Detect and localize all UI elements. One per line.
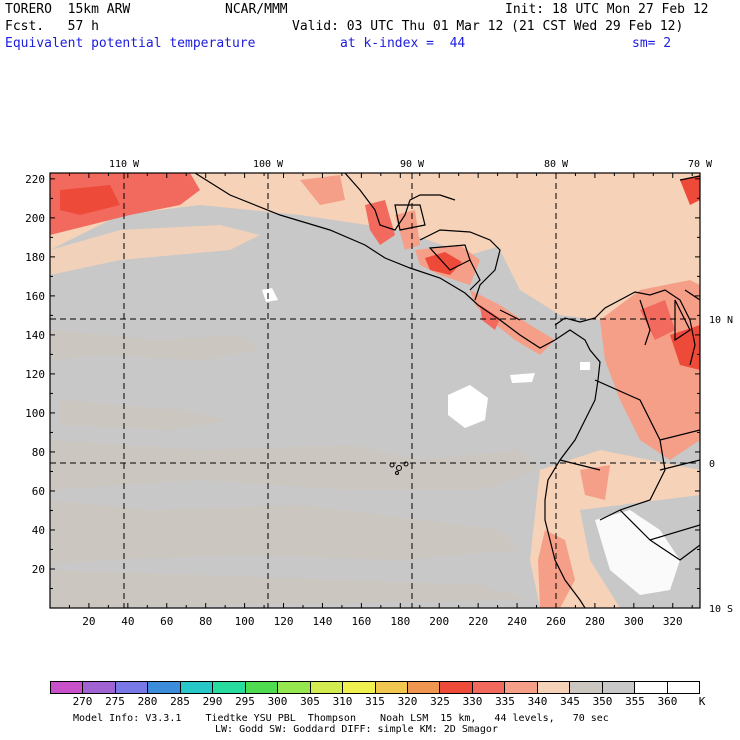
color-bar-label: 280: [137, 695, 158, 708]
coastlines: [194, 173, 700, 608]
color-bar-label: 270: [72, 695, 93, 708]
level-label: at k-index = 44: [340, 36, 466, 51]
color-bar-label: 325: [430, 695, 450, 708]
graticule-labels: 110 W 100 W 90 W 80 W 70 W 10 N 0 10 S: [109, 159, 733, 615]
field-name: Equivalent potential temperature: [5, 36, 256, 51]
plot-frame: [49, 172, 701, 609]
color-swatch: [570, 682, 603, 693]
color-swatch: [278, 682, 311, 693]
color-swatch: [310, 682, 344, 693]
x-tick-label: 180: [390, 615, 410, 628]
color-swatch: [115, 682, 149, 693]
color-bar-label: 360: [657, 695, 678, 708]
lon-label: 100 W: [253, 159, 284, 170]
color-bar-label: 320: [397, 695, 418, 708]
color-bar-label: 310: [332, 695, 353, 708]
x-tick-label: 280: [585, 615, 605, 628]
color-swatch: [213, 682, 246, 693]
y-tick-label: 100: [25, 407, 45, 420]
x-tick-label: 200: [429, 615, 449, 628]
color-bar-label: 295: [235, 695, 255, 708]
color-bar-label: 345: [560, 695, 580, 708]
y-tick-label: 20: [32, 563, 45, 576]
color-bar-label: 290: [202, 695, 223, 708]
y-tick-label: 160: [25, 290, 45, 303]
color-bar-label: 315: [365, 695, 385, 708]
color-swatch: [245, 682, 279, 693]
y-tick-label: 220: [25, 173, 45, 186]
color-bar-label: 305: [300, 695, 320, 708]
y-tick-label: 200: [25, 212, 45, 225]
color-bar: [50, 681, 700, 694]
lon-label: 70 W: [688, 159, 713, 170]
forecast-hour: Fcst. 57 h: [5, 19, 99, 34]
lon-label: 80 W: [544, 159, 569, 170]
x-tick-label: 320: [663, 615, 683, 628]
tick-labels: 20 40 60 80 100 120 140 160 180 200 220 …: [25, 173, 683, 628]
x-tick-label: 100: [235, 615, 255, 628]
color-bar-label: 285: [170, 695, 190, 708]
color-bar-label: 355: [625, 695, 645, 708]
x-tick-label: 40: [121, 615, 134, 628]
x-tick-label: 20: [82, 615, 95, 628]
lat-label: 10 S: [709, 604, 733, 615]
y-tick-label: 60: [32, 485, 45, 498]
lon-label: 90 W: [400, 159, 425, 170]
color-swatch: [343, 682, 376, 693]
graticule: [50, 173, 700, 608]
color-swatch: [537, 682, 571, 693]
organization-label: NCAR/MMM: [225, 2, 288, 17]
color-swatch: [667, 682, 700, 693]
x-tick-label: 80: [199, 615, 212, 628]
color-bar-label: 330: [462, 695, 483, 708]
smoothing-label: sm= 2: [632, 36, 672, 51]
y-tick-label: 40: [32, 524, 45, 537]
model-title: TORERO 15km ARW: [5, 2, 131, 17]
x-tick-label: 60: [160, 615, 173, 628]
color-swatch: [505, 682, 538, 693]
color-swatch: [440, 682, 473, 693]
x-tick-label: 120: [274, 615, 294, 628]
color-swatch: [83, 682, 116, 693]
valid-time: Valid: 03 UTC Thu 01 Mar 12 (21 CST Wed …: [292, 19, 684, 34]
color-swatch: [51, 682, 84, 693]
lat-label: 0: [709, 459, 715, 470]
lon-label: 110 W: [109, 159, 140, 170]
x-tick-label: 160: [351, 615, 371, 628]
color-bar-label: 275: [105, 695, 125, 708]
color-bar-unit: K: [698, 695, 706, 708]
color-swatch: [407, 682, 441, 693]
color-swatch: [602, 682, 636, 693]
y-tick-label: 180: [25, 251, 45, 264]
color-swatch: [375, 682, 408, 693]
x-tick-label: 240: [507, 615, 527, 628]
shaded-field: [50, 173, 700, 608]
x-tick-label: 300: [624, 615, 644, 628]
y-tick-marks: [50, 178, 700, 589]
x-tick-marks: [68, 173, 693, 608]
color-bar-label: 335: [495, 695, 515, 708]
x-tick-label: 260: [546, 615, 566, 628]
color-bar-label: 340: [527, 695, 548, 708]
color-bar-label: 350: [592, 695, 613, 708]
color-swatch: [148, 682, 181, 693]
color-swatch: [472, 682, 506, 693]
model-info-line2: LW: Godd SW: Goddard DIFF: simple KM: 2D…: [215, 724, 498, 735]
color-bar-label: 300: [267, 695, 288, 708]
init-time: Init: 18 UTC Mon 27 Feb 12: [505, 2, 709, 17]
x-tick-label: 140: [313, 615, 333, 628]
lat-label: 10 N: [709, 315, 733, 326]
color-swatch: [180, 682, 214, 693]
y-tick-label: 120: [25, 368, 45, 381]
color-swatch: [635, 682, 668, 693]
y-tick-label: 80: [32, 446, 45, 459]
x-tick-label: 220: [468, 615, 488, 628]
y-tick-label: 140: [25, 329, 45, 342]
model-info-line1: Model Info: V3.3.1 Tiedtke YSU PBL Thomp…: [73, 713, 609, 724]
